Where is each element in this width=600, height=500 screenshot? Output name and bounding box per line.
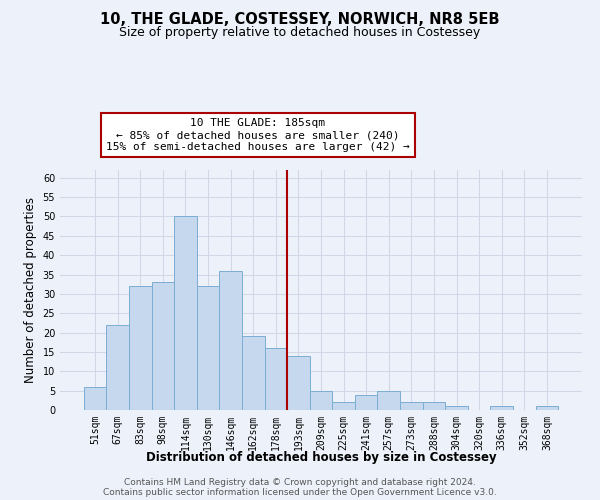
Bar [152,282,174,410]
Bar [490,406,513,410]
Text: Contains public sector information licensed under the Open Government Licence v3: Contains public sector information licen… [103,488,497,497]
Y-axis label: Number of detached properties: Number of detached properties [24,197,37,383]
Bar [220,270,242,410]
Bar [287,356,310,410]
Text: Contains HM Land Registry data © Crown copyright and database right 2024.: Contains HM Land Registry data © Crown c… [124,478,476,487]
Bar [84,387,106,410]
Text: 10, THE GLADE, COSTESSEY, NORWICH, NR8 5EB: 10, THE GLADE, COSTESSEY, NORWICH, NR8 5… [100,12,500,28]
Bar [106,325,129,410]
Bar [445,406,468,410]
Bar [265,348,287,410]
Bar [174,216,197,410]
Bar [400,402,422,410]
Bar [536,406,558,410]
Bar [129,286,152,410]
Bar [422,402,445,410]
Text: Size of property relative to detached houses in Costessey: Size of property relative to detached ho… [119,26,481,39]
Bar [197,286,220,410]
Bar [355,394,377,410]
Bar [310,390,332,410]
Bar [332,402,355,410]
Bar [377,390,400,410]
Bar [242,336,265,410]
Text: 10 THE GLADE: 185sqm
← 85% of detached houses are smaller (240)
15% of semi-deta: 10 THE GLADE: 185sqm ← 85% of detached h… [106,118,410,152]
Text: Distribution of detached houses by size in Costessey: Distribution of detached houses by size … [146,451,496,464]
